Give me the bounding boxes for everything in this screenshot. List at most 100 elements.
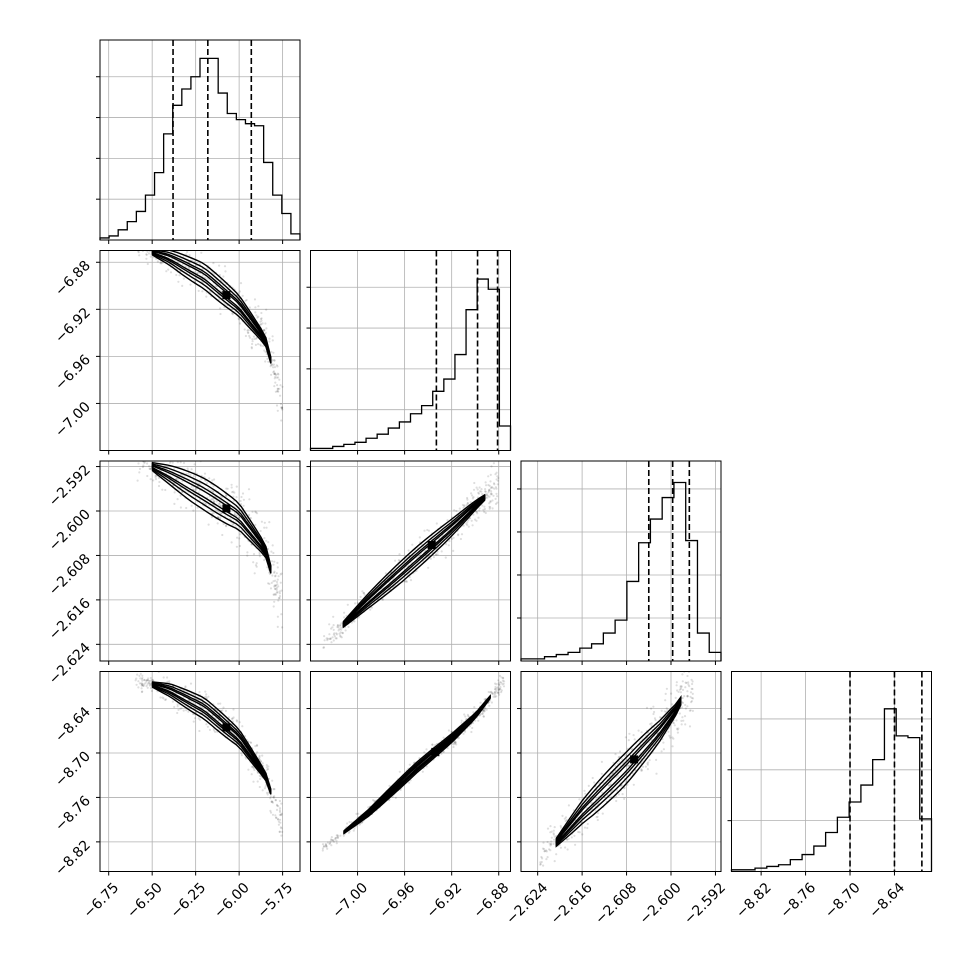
sample-point — [255, 337, 258, 340]
sample-point — [263, 328, 266, 331]
sample-point — [687, 681, 690, 684]
sample-point — [216, 522, 219, 525]
sample-point — [652, 712, 655, 716]
sample-point — [235, 485, 238, 488]
sample-point — [136, 479, 139, 482]
sample-point — [665, 707, 668, 710]
sample-point — [265, 526, 268, 529]
sample-point — [146, 679, 149, 682]
sample-point — [206, 725, 209, 728]
sample-point — [462, 506, 465, 509]
sample-point — [494, 682, 497, 685]
x-tick-label: −6.00 — [211, 880, 253, 922]
sample-point — [398, 553, 401, 556]
sample-point — [184, 686, 187, 689]
sample-point — [146, 250, 149, 253]
sample-point — [141, 683, 144, 686]
sample-point — [270, 581, 273, 585]
sample-point — [329, 637, 332, 641]
sample-point — [552, 832, 555, 835]
histogram-2 — [309, 278, 512, 451]
sample-point — [205, 482, 209, 485]
sample-point — [340, 622, 343, 625]
sample-point — [263, 537, 266, 540]
y-tick-label: −2.592 — [46, 462, 94, 510]
sample-point — [450, 730, 453, 733]
sample-point — [655, 758, 658, 762]
sample-point — [265, 791, 269, 795]
sample-point — [436, 553, 439, 556]
sample-point — [219, 307, 222, 310]
sample-point — [578, 831, 581, 834]
sample-point — [224, 494, 228, 497]
sample-point — [161, 488, 164, 491]
sample-point — [276, 583, 279, 586]
sample-point — [335, 633, 339, 636]
histogram-4 — [730, 708, 933, 872]
sample-point — [141, 682, 144, 685]
sample-point — [232, 495, 235, 498]
sample-point — [274, 574, 277, 577]
sample-point — [485, 493, 488, 496]
sample-point — [269, 365, 272, 368]
sample-point — [274, 575, 277, 578]
sample-point — [561, 814, 564, 818]
sample-point — [272, 593, 275, 596]
sample-point — [190, 468, 193, 471]
sample-point — [618, 760, 621, 763]
sample-point — [238, 537, 241, 540]
sample-point — [618, 750, 622, 753]
sample-point — [427, 529, 431, 532]
sample-point — [159, 453, 161, 455]
sample-point — [548, 848, 551, 851]
sample-point — [565, 838, 569, 841]
sample-point — [356, 601, 359, 605]
sample-point — [233, 491, 236, 494]
sample-point — [482, 508, 485, 511]
sample-point — [280, 406, 284, 409]
y-tick-label: −7.00 — [52, 399, 94, 441]
sample-point — [471, 497, 474, 500]
sample-point — [483, 698, 486, 701]
sample-point — [329, 841, 332, 845]
sample-point — [541, 857, 544, 860]
sample-point — [665, 687, 669, 690]
sample-point — [641, 765, 645, 768]
sample-point — [321, 847, 324, 850]
sample-point — [625, 753, 628, 756]
sample-point — [335, 839, 338, 842]
sample-point — [632, 783, 635, 786]
sample-point — [199, 718, 202, 721]
sample-point — [271, 574, 274, 577]
sample-point — [408, 763, 411, 766]
sample-point — [274, 592, 277, 595]
sample-point — [671, 736, 674, 739]
sample-point — [600, 760, 604, 764]
sample-point — [539, 862, 542, 866]
sample-point — [434, 553, 438, 556]
sample-point — [485, 496, 488, 499]
sample-point — [455, 743, 458, 746]
sample-point — [669, 736, 672, 739]
sample-point — [254, 311, 257, 314]
sample-point — [207, 523, 210, 526]
histogram-3 — [520, 481, 722, 661]
scatter-panel — [321, 674, 506, 852]
sample-point — [212, 490, 215, 493]
panel-frame — [520, 460, 722, 662]
sample-point — [472, 513, 475, 516]
sample-point — [246, 331, 249, 334]
sample-point — [495, 471, 498, 474]
sample-point — [270, 363, 273, 366]
sample-point — [252, 553, 256, 556]
sample-point — [203, 472, 207, 475]
sample-point — [545, 850, 548, 853]
sample-point — [409, 579, 413, 582]
sample-point — [163, 247, 165, 249]
sample-point — [213, 478, 216, 481]
sample-point — [273, 584, 276, 587]
sample-point — [142, 464, 145, 467]
sample-point — [147, 231, 149, 233]
sample-point — [681, 673, 684, 676]
sample-point — [264, 360, 267, 363]
